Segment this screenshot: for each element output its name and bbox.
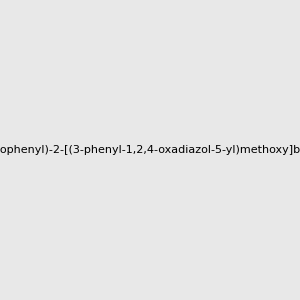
Text: N-(2-bromophenyl)-2-[(3-phenyl-1,2,4-oxadiazol-5-yl)methoxy]benzamide: N-(2-bromophenyl)-2-[(3-phenyl-1,2,4-oxa…: [0, 145, 300, 155]
